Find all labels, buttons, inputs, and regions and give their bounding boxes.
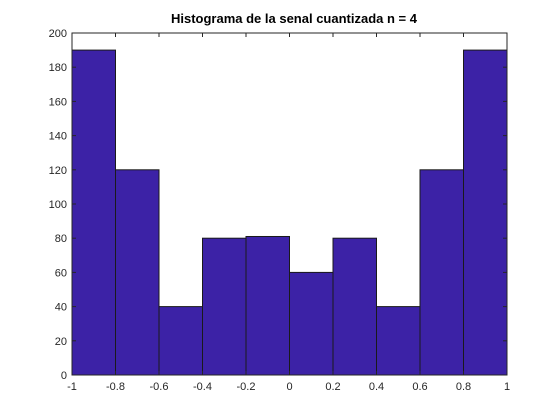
histogram-bar: [158, 306, 203, 376]
y-tick-label: 0: [61, 370, 67, 382]
y-tick-label: 200: [49, 28, 67, 40]
bars-group: [71, 49, 508, 376]
x-tick-label: 0.6: [412, 381, 427, 393]
x-tick-label: -0.6: [150, 381, 169, 393]
x-tick-label: 0.4: [369, 381, 384, 393]
y-tick-label: 160: [49, 96, 67, 108]
y-tick-label: 100: [49, 199, 67, 211]
histogram-bar: [289, 271, 334, 376]
x-tick-label: -0.8: [106, 381, 125, 393]
x-tick-label: 0.2: [325, 381, 340, 393]
x-tick-label: -0.4: [193, 381, 212, 393]
histogram-bar: [71, 49, 116, 376]
histogram-bar: [115, 169, 160, 376]
y-tick-label: 180: [49, 62, 67, 74]
y-tick-label: 40: [55, 302, 67, 314]
histogram-bar: [376, 306, 421, 376]
x-tick-label: 0.8: [456, 381, 471, 393]
x-tick-label: -0.2: [237, 381, 256, 393]
y-tick-label: 120: [49, 165, 67, 177]
y-tick-label: 60: [55, 267, 67, 279]
histogram-bar: [463, 49, 508, 376]
x-tick-label: 0: [286, 381, 292, 393]
histogram-bar: [419, 169, 464, 376]
histogram-bar: [245, 235, 290, 376]
x-tick-label: -1: [67, 381, 77, 393]
histogram-bar: [202, 237, 247, 376]
axes-group: -1 -0.8 -0.6 -0.4 -0.2 0 0.2 0.4 0.6 0.8 1 0 20 40 60 8…: [49, 28, 510, 393]
y-tick-label: 80: [55, 233, 67, 245]
x-tick-label: 1: [504, 381, 510, 393]
histogram-bar: [332, 237, 377, 376]
y-tick-label: 140: [49, 131, 67, 143]
y-tick-label: 20: [55, 336, 67, 348]
chart-title: Histograma de la senal cuantizada n = 4: [171, 11, 418, 26]
